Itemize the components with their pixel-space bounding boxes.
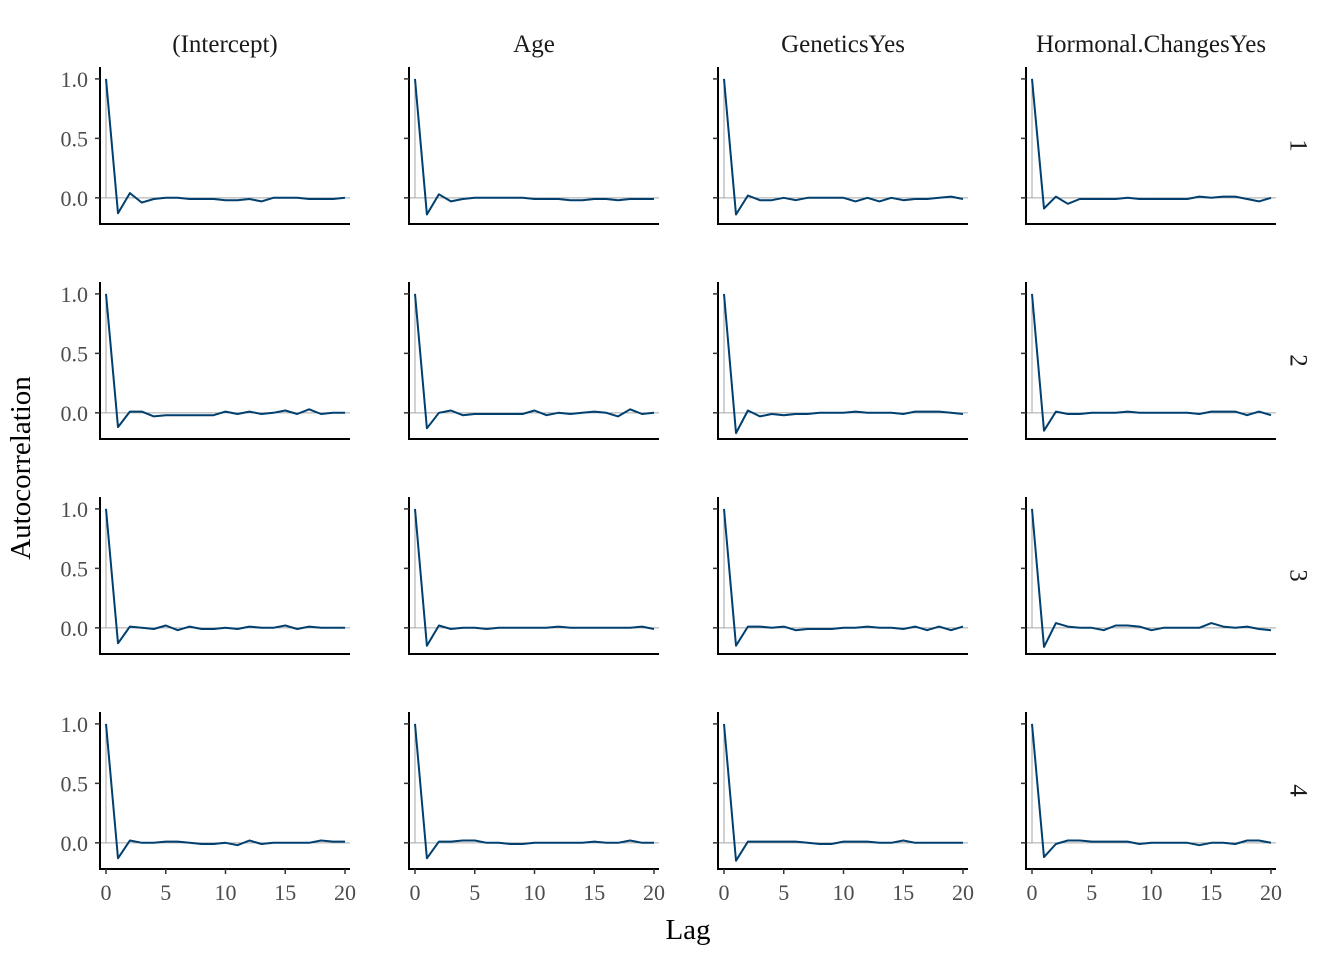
panel: 0.0 0.5 1.0	[61, 67, 350, 225]
x-tick-label: 15	[1200, 880, 1222, 905]
column-label: GeneticsYes	[781, 31, 905, 58]
x-tick-label: 5	[1086, 880, 1097, 905]
x-tick-labels: 0 5 10 15 20 0 5 10 15 20 0 5 10 15 20 0 5 10 15 20	[101, 880, 1283, 905]
panel	[404, 282, 659, 440]
acf-series-line	[723, 723, 963, 862]
panels: 0.0 0.5 1.0 0.0 0.5 1.0 0.0 0.5 1.0 0.0 0.5 1.0	[61, 67, 1276, 874]
column-label: Age	[513, 31, 555, 58]
x-tick-label: 15	[892, 880, 914, 905]
x-tick-label: 15	[583, 880, 605, 905]
x-tick-label: 20	[334, 880, 356, 905]
y-tick-label: 0.5	[61, 341, 89, 366]
acf-series-line	[105, 293, 345, 429]
x-tick-label: 0	[410, 880, 421, 905]
acf-series-line	[105, 723, 345, 860]
acf-series-line	[414, 293, 655, 430]
row-label: 1	[1285, 139, 1312, 152]
row-label: 3	[1285, 569, 1312, 582]
x-tick-label: 5	[778, 880, 789, 905]
x-tick-label: 20	[643, 880, 665, 905]
acf-series-line	[414, 508, 655, 647]
panel	[1021, 497, 1276, 655]
panel	[713, 67, 968, 225]
y-tick-label: 0.5	[61, 556, 89, 581]
y-tick-label: 0.0	[61, 401, 89, 426]
panel	[713, 712, 968, 874]
y-tick-label: 1.0	[61, 497, 89, 522]
x-tick-label: 20	[952, 880, 974, 905]
row-strip-labels: 1 2 3 4	[1285, 139, 1312, 797]
x-tick-label: 10	[833, 880, 855, 905]
y-tick-label: 0.5	[61, 771, 89, 796]
x-tick-label: 0	[1027, 880, 1038, 905]
y-tick-label: 0.0	[61, 831, 89, 856]
acf-series-line	[414, 78, 654, 216]
y-tick-label: 0.0	[61, 186, 89, 211]
column-label: (Intercept)	[172, 31, 277, 58]
acf-series-line	[1031, 78, 1272, 210]
panel	[713, 497, 968, 655]
acf-series-line	[1031, 723, 1272, 859]
y-tick-label: 1.0	[61, 67, 89, 92]
x-tick-label: 10	[1141, 880, 1163, 905]
row-label: 2	[1285, 354, 1312, 367]
x-tick-label: 10	[524, 880, 546, 905]
column-strip-labels: (Intercept) Age GeneticsYes Hormonal.Change…	[172, 31, 1266, 58]
x-tick-label: 20	[1260, 880, 1282, 905]
y-tick-label: 0.5	[61, 126, 89, 151]
acf-series-line	[414, 723, 654, 860]
y-axis-title: Autocorrelation	[5, 376, 37, 560]
x-tick-label: 10	[215, 880, 237, 905]
panel	[1021, 67, 1276, 225]
panel	[713, 282, 968, 440]
acf-series-line	[1031, 293, 1272, 432]
acf-series-line	[105, 78, 346, 215]
x-axis-title: Lag	[665, 914, 710, 946]
x-tick-label: 5	[469, 880, 480, 905]
y-tick-label: 0.0	[61, 616, 89, 641]
panel: 0.0 0.5 1.0	[61, 282, 350, 440]
acf-series-line	[1031, 508, 1272, 648]
x-tick-label: 5	[160, 880, 171, 905]
acf-series-line	[723, 508, 964, 647]
acf-series-line	[723, 293, 964, 435]
panel	[404, 712, 659, 874]
x-tick-label: 15	[274, 880, 296, 905]
panel	[404, 67, 659, 225]
row-label: 4	[1285, 784, 1312, 797]
column-label: Hormonal.ChangesYes	[1036, 31, 1266, 58]
x-tick-label: 0	[719, 880, 730, 905]
panel	[1021, 282, 1276, 440]
x-tick-label: 0	[101, 880, 112, 905]
y-tick-label: 1.0	[61, 712, 89, 737]
panel	[1021, 712, 1276, 874]
panel: 0.0 0.5 1.0	[61, 497, 350, 655]
y-tick-label: 1.0	[61, 282, 89, 307]
acf-series-line	[105, 508, 345, 645]
panel: 0.0 0.5 1.0	[61, 712, 350, 874]
panel	[404, 497, 659, 655]
acf-series-line	[723, 78, 964, 216]
